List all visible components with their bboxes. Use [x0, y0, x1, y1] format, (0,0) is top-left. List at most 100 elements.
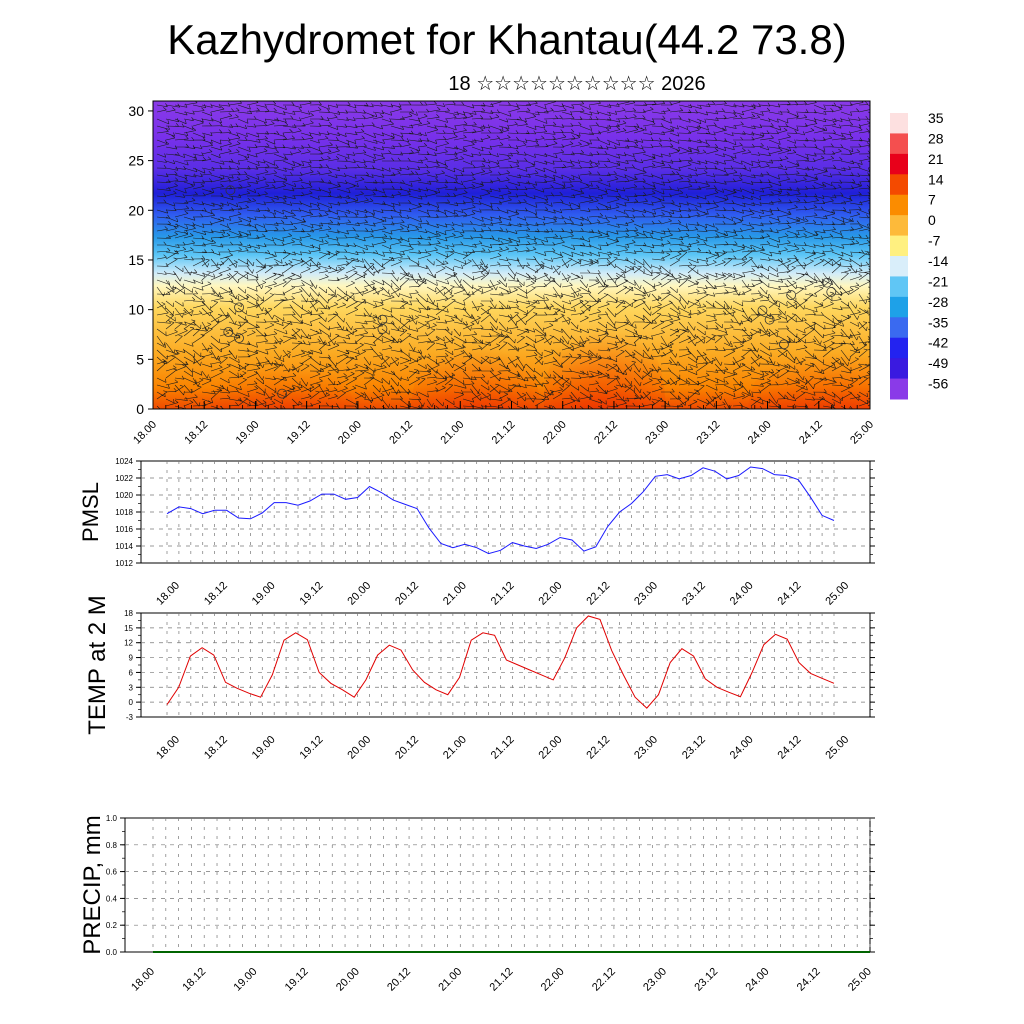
precip-x-tick-label: 22.00	[539, 966, 567, 994]
temp-y-tick-label: 15	[124, 624, 133, 633]
colorbar-swatch	[890, 133, 908, 155]
precip-x-tick-label: 18.12	[180, 966, 208, 994]
temp-y-tick-label: 0	[129, 698, 134, 707]
wind-barbs	[156, 101, 870, 409]
heatmap-y-tick-label: 30	[128, 103, 144, 119]
pmsl-x-tick-label: 18.00	[154, 580, 182, 608]
heatmap-y-tick-label: 25	[128, 153, 144, 169]
heatmap-x-tick-label: 21.00	[438, 419, 466, 447]
pmsl-x-tick-label: 20.00	[345, 580, 373, 608]
heatmap-x-tick-label: 20.12	[387, 419, 415, 447]
precip-x-tick-label: 25.00	[846, 966, 874, 994]
precip-y-axis-label: PRECIP, mm	[79, 815, 106, 955]
temp-x-tick-label: 24.00	[728, 734, 756, 762]
calm-marker	[786, 290, 797, 300]
warm-spot	[748, 340, 870, 409]
precip-x-tick-label: 20.00	[334, 966, 362, 994]
heatmap-overlays	[156, 101, 870, 409]
colorbar-label: 7	[928, 192, 936, 208]
colorbar-swatch	[890, 215, 908, 237]
precip-x-tick-label: 19.12	[283, 966, 311, 994]
precip-x-tick-label: 21.00	[436, 966, 464, 994]
colorbar-swatch	[890, 235, 908, 257]
precip-x-tick-label: 18.00	[129, 966, 157, 994]
heatmap-x-tick-label: 19.12	[285, 419, 313, 447]
precip-x-tick-label: 21.12	[488, 966, 516, 994]
calm-marker	[234, 333, 244, 344]
pmsl-y-tick-label: 1022	[115, 474, 133, 483]
precip-y-tick-label: 0.0	[106, 948, 118, 957]
heatmap-x-tick-label: 24.00	[746, 419, 774, 447]
temp-x-tick-label: 24.12	[776, 734, 804, 762]
pmsl-y-tick-label: 1014	[115, 542, 133, 551]
temp-x-tick-label: 23.00	[632, 734, 660, 762]
heatmap-x-tick-label: 20.00	[336, 419, 364, 447]
colorbar-label: -35	[928, 314, 948, 330]
heatmap-y-tick-label: 15	[128, 252, 144, 268]
calm-marker	[764, 314, 775, 325]
colorbar-label: 0	[928, 212, 936, 228]
pmsl-frame	[140, 460, 871, 564]
pmsl-x-tick-label: 24.12	[776, 580, 804, 608]
pmsl-x-tick-label: 23.00	[632, 580, 660, 608]
pmsl-x-tick-label: 19.00	[250, 580, 278, 608]
precip-x-tick-label: 23.00	[641, 966, 669, 994]
pmsl-series-line	[166, 466, 835, 555]
pmsl-y-tick-label: 1016	[115, 525, 133, 534]
temp-x-tick-label: 25.00	[823, 734, 851, 762]
pmsl-x-tick-label: 25.00	[823, 580, 851, 608]
temp-series-line	[166, 615, 835, 709]
precip-x-tick-label: 19.00	[232, 966, 260, 994]
heatmap-x-tick-label: 23.00	[643, 419, 671, 447]
pmsl-x-tick-label: 23.12	[680, 580, 708, 608]
colorbar-swatch	[890, 276, 908, 298]
colorbar: 35 28 21 14 7 0 -7 -14 -21 -28 -35 -42 -49 -56	[890, 110, 948, 400]
heatmap-x-tick-label: 22.00	[541, 419, 569, 447]
colorbar-label: -56	[928, 376, 948, 392]
temp-x-tick-label: 20.12	[393, 734, 421, 762]
colorbar-label: -42	[928, 335, 948, 351]
colorbar-swatch	[890, 378, 908, 400]
temp-y-tick-label: 9	[129, 654, 134, 663]
heatmap-x-tick-label: 18.00	[131, 419, 159, 447]
temp-x-tick-label: 18.12	[202, 734, 230, 762]
calm-marker	[223, 327, 234, 337]
pmsl-y-tick-label: 1020	[115, 491, 133, 500]
heatmap-x-tick-label: 25.00	[848, 419, 876, 447]
colorbar-label: -14	[928, 253, 948, 269]
colorbar-swatch	[890, 113, 908, 134]
pmsl-x-tick-label: 18.12	[202, 580, 230, 608]
temp-x-tick-label: 22.00	[537, 734, 565, 762]
precip-y-tick-label: 0.2	[106, 921, 118, 930]
temp-y-tick-label: 12	[124, 639, 133, 648]
temp-y-tick-label: 18	[124, 609, 133, 618]
warm-spot	[543, 310, 666, 409]
precip-x-tick-label: 20.12	[385, 966, 413, 994]
colorbar-label: 35	[928, 110, 944, 126]
temp-x-tick-label: 21.00	[441, 734, 469, 762]
heatmap-x-tick-label: 24.12	[797, 419, 825, 447]
temp-x-tick-label: 22.12	[584, 734, 612, 762]
warm-spot	[411, 330, 541, 409]
colorbar-label: -7	[928, 233, 941, 249]
pmsl-x-tick-label: 22.12	[584, 580, 612, 608]
calm-marker	[225, 185, 236, 196]
precip-x-tick-label: 24.12	[795, 966, 823, 994]
colorbar-label: -21	[928, 273, 948, 289]
colorbar-swatch	[890, 337, 908, 359]
heatmap-x-tick-label: 21.12	[490, 419, 518, 447]
calm-marker	[234, 302, 244, 313]
pmsl-y-tick-label: 1018	[115, 508, 133, 517]
heatmap-x-tick-label: 18.12	[182, 419, 210, 447]
calm-marker	[757, 305, 768, 316]
calm-marker	[822, 277, 832, 288]
colorbar-swatch	[890, 153, 908, 175]
pmsl-x-tick-label: 19.12	[298, 580, 326, 608]
colorbar-label: 14	[928, 171, 944, 187]
temp-frame	[140, 612, 871, 718]
calm-marker	[779, 339, 789, 350]
chart-subtitle: 18 ☆☆☆☆☆☆☆☆☆☆ 2026	[448, 73, 706, 95]
temp-x-tick-label: 18.00	[154, 734, 182, 762]
colorbar-swatch	[890, 317, 908, 339]
precip-y-tick-label: 0.6	[106, 868, 118, 877]
